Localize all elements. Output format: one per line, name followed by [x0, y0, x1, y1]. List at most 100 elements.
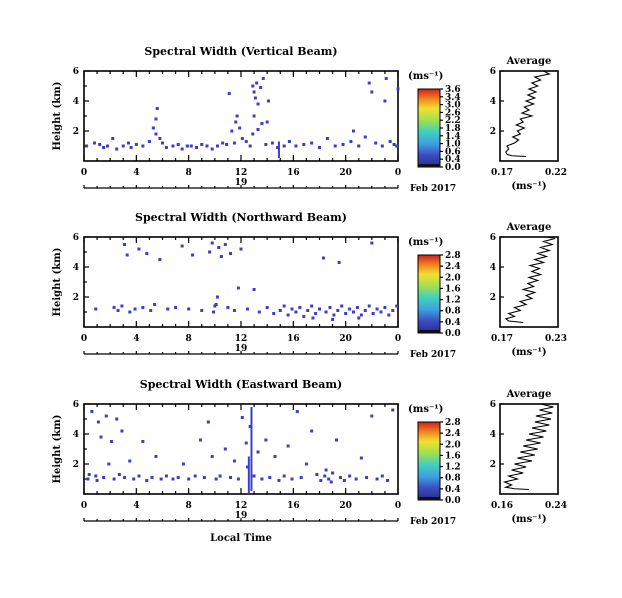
data-point	[128, 310, 132, 314]
colorbar	[417, 88, 441, 168]
y-axis-label: Height (km)	[52, 248, 63, 317]
y-axis-label: Height (km)	[52, 415, 63, 484]
data-point	[95, 479, 99, 482]
x-axis-label: Local Time	[210, 533, 272, 544]
colorbar-tick-label: 3.0	[445, 101, 461, 111]
data-point	[286, 313, 290, 317]
data-point	[111, 137, 115, 140]
data-points	[94, 241, 399, 321]
data-point	[357, 316, 361, 320]
data-point	[128, 459, 132, 463]
data-point	[137, 247, 141, 251]
data-point	[352, 310, 356, 314]
data-point	[319, 479, 323, 482]
data-point	[202, 476, 206, 479]
data-point	[265, 120, 269, 124]
data-point	[141, 144, 145, 148]
data-point	[185, 144, 189, 148]
data-point	[151, 126, 155, 130]
x-tick-label: 8	[186, 334, 192, 344]
average-frame	[499, 236, 559, 328]
data-point	[395, 304, 399, 308]
data-point	[348, 474, 352, 478]
data-point	[270, 141, 274, 145]
data-point	[259, 86, 263, 89]
average-title: Average	[506, 389, 552, 400]
data-point	[337, 261, 341, 264]
chart-title: Spectral Width (Eastward Beam)	[140, 378, 342, 391]
data-point	[232, 459, 236, 463]
data-point	[141, 440, 145, 443]
x-tick-label: 8	[186, 501, 192, 511]
data-point	[180, 244, 184, 248]
data-point	[315, 473, 319, 476]
data-point	[218, 474, 222, 478]
data-point	[145, 252, 149, 255]
data-point	[396, 87, 400, 91]
data-point	[239, 247, 243, 251]
data-point	[290, 477, 294, 481]
colorbar-tick-label: 0.6	[445, 147, 461, 157]
month-label: Feb 2017	[410, 517, 456, 527]
x-tick-label: 16	[287, 501, 300, 511]
data-point	[234, 120, 238, 124]
data-point	[107, 462, 111, 466]
data-point	[294, 144, 298, 148]
colorbar	[417, 254, 441, 334]
data-point	[332, 313, 336, 317]
data-point	[210, 241, 214, 245]
x-tick-label: 16	[287, 334, 300, 344]
data-point	[287, 140, 291, 143]
colorbar-tick-label: 1.4	[445, 132, 461, 142]
data-point	[256, 450, 260, 454]
data-point	[99, 435, 103, 439]
data-point	[154, 132, 158, 136]
data-point	[335, 438, 339, 442]
data-point	[340, 304, 344, 308]
data-point	[341, 143, 345, 146]
data-point	[112, 477, 116, 481]
data-point	[311, 316, 315, 320]
data-point	[299, 476, 303, 479]
y-tick-label: 2	[73, 460, 79, 470]
data-point	[227, 92, 231, 95]
data-point	[226, 306, 230, 309]
data-point	[318, 307, 321, 311]
data-point	[310, 141, 314, 145]
data-point	[206, 420, 210, 424]
x-tick-label: 4	[133, 334, 139, 344]
data-point	[256, 128, 260, 131]
colorbar-tick-label: 3.4	[445, 93, 461, 103]
data-point	[120, 304, 124, 308]
data-point	[214, 477, 218, 481]
data-point	[102, 146, 106, 149]
data-point	[367, 304, 371, 308]
colorbar-tick-label: 1.2	[445, 296, 461, 306]
data-point	[229, 476, 233, 479]
data-point	[324, 468, 328, 472]
data-point	[223, 243, 227, 246]
data-point	[359, 456, 363, 460]
data-point	[200, 143, 204, 146]
colorbar-tick-label: 2.0	[445, 440, 461, 450]
data-point	[155, 107, 159, 110]
data-point	[176, 143, 180, 146]
data-point	[102, 476, 106, 479]
data-point	[225, 143, 229, 146]
data-point	[133, 307, 137, 311]
data-point	[214, 303, 218, 306]
data-point	[149, 309, 153, 312]
data-point	[295, 410, 299, 413]
month-label: Feb 2017	[410, 350, 456, 360]
data-point	[244, 441, 248, 445]
data-points	[86, 407, 395, 494]
data-point	[171, 477, 175, 481]
data-point	[240, 137, 244, 140]
data-point	[210, 147, 214, 151]
colorbar-tick-label: 0.0	[445, 329, 461, 339]
data-point	[125, 253, 129, 257]
y-tick-label: 4	[73, 97, 79, 107]
data-point	[392, 143, 396, 146]
colorbar-tick-label: 2.2	[445, 116, 461, 126]
data-point	[379, 310, 383, 314]
